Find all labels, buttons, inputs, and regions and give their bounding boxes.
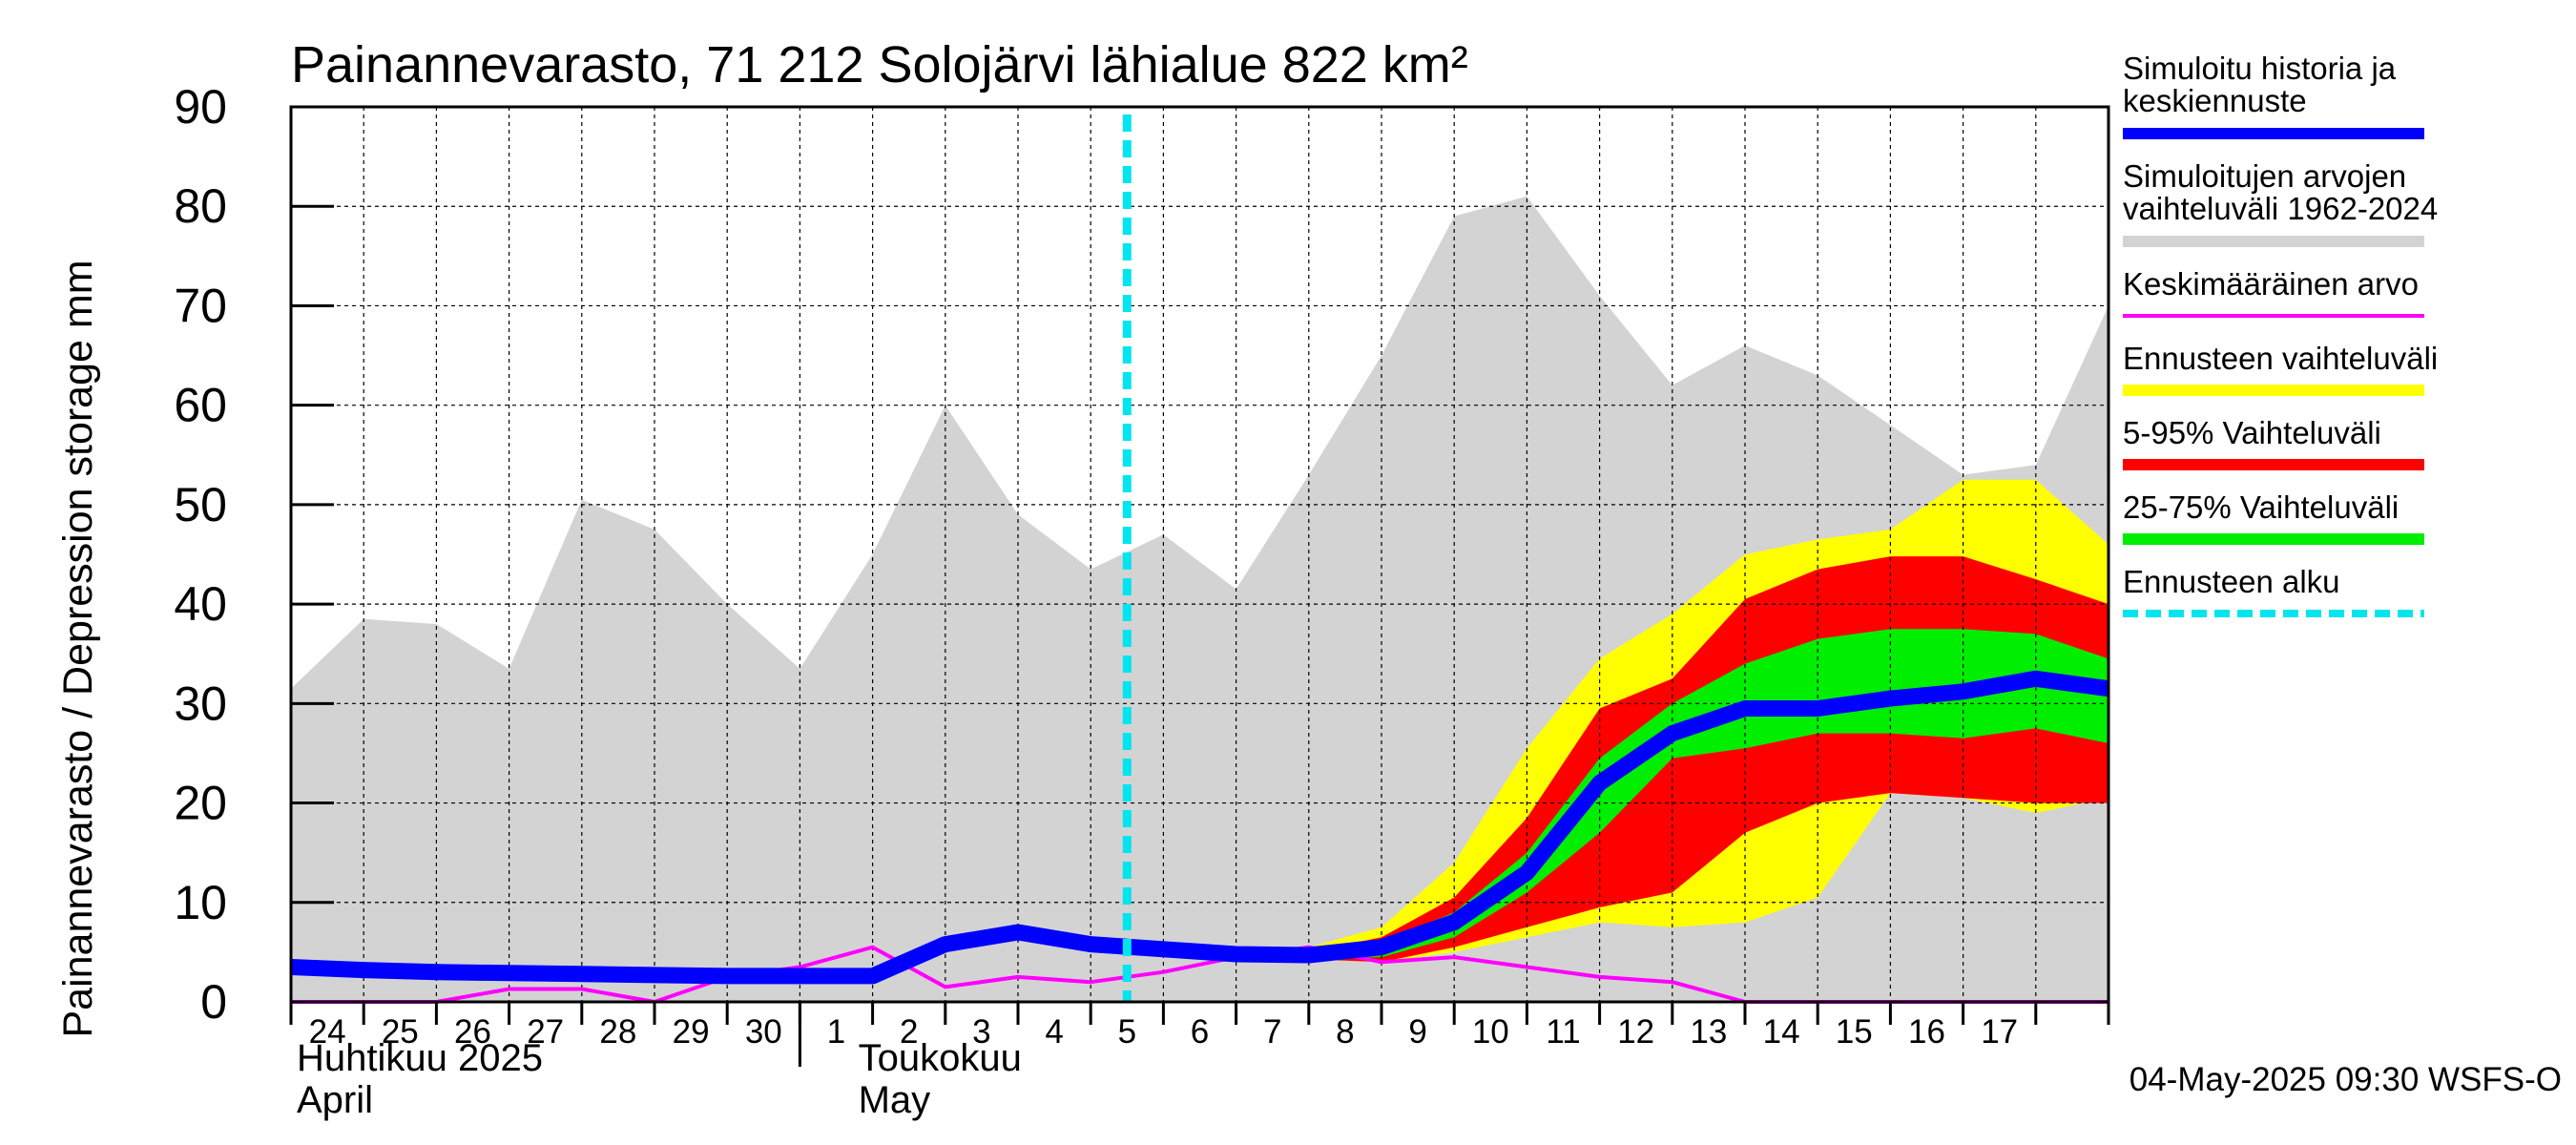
month-label-en: April bbox=[297, 1079, 373, 1121]
x-tick-label: 4 bbox=[1045, 1013, 1063, 1051]
y-axis: 0 10 20 30 40 50 60 70 80 90 bbox=[174, 80, 334, 1029]
y-axis-label: Painannevarasto / Depression storage mm bbox=[55, 260, 101, 1037]
chart-title: Painannevarasto, 71 212 Solojärvi lähial… bbox=[291, 36, 1468, 94]
y-tick-label: 0 bbox=[200, 975, 227, 1029]
x-tick-label: 28 bbox=[599, 1013, 636, 1051]
legend-label: Simuloitu historia ja bbox=[2123, 51, 2397, 86]
legend-label: Keskimääräinen arvo bbox=[2123, 266, 2419, 302]
legend-label: keskiennuste bbox=[2123, 83, 2307, 118]
y-tick-label: 90 bbox=[174, 80, 227, 134]
x-tick-label: 2 bbox=[900, 1013, 918, 1051]
x-tick-label: 10 bbox=[1472, 1013, 1509, 1051]
x-tick-label: 11 bbox=[1546, 1013, 1580, 1051]
x-tick-label: 8 bbox=[1336, 1013, 1354, 1051]
x-tick-label: 27 bbox=[527, 1013, 564, 1051]
plot-area bbox=[289, 105, 2110, 1004]
y-tick-label: 50 bbox=[174, 478, 227, 531]
x-tick-label: 14 bbox=[1763, 1013, 1800, 1051]
x-tick-label: 3 bbox=[972, 1013, 990, 1051]
legend-label: 5-95% Vaihteluväli bbox=[2123, 415, 2381, 450]
month-label-en: May bbox=[859, 1079, 931, 1121]
y-tick-label: 10 bbox=[174, 876, 227, 929]
x-tick-label: 26 bbox=[454, 1013, 491, 1051]
x-tick-label: 29 bbox=[673, 1013, 710, 1051]
y-tick-label: 60 bbox=[174, 379, 227, 432]
x-tick-label: 1 bbox=[827, 1013, 845, 1051]
x-tick-label: 9 bbox=[1408, 1013, 1426, 1051]
x-tick-label: 17 bbox=[1981, 1013, 2018, 1051]
x-tick-label: 7 bbox=[1263, 1013, 1281, 1051]
x-tick-label: 6 bbox=[1191, 1013, 1209, 1051]
x-tick-label: 30 bbox=[745, 1013, 782, 1051]
x-tick-label: 5 bbox=[1118, 1013, 1136, 1051]
y-tick-label: 20 bbox=[174, 777, 227, 830]
legend-label: vaihteluväli 1962-2024 bbox=[2123, 191, 2438, 226]
month-label-fi: Toukokuu bbox=[859, 1037, 1022, 1079]
legend-label: Simuloitujen arvojen bbox=[2123, 158, 2406, 194]
y-tick-label: 80 bbox=[174, 179, 227, 233]
legend-label: Ennusteen alku bbox=[2123, 564, 2340, 599]
plot-frame bbox=[289, 105, 2110, 1004]
legend-label: 25-75% Vaihteluväli bbox=[2123, 489, 2399, 525]
x-axis: 24 25 26 27 28 29 30 1 2 3 4 5 6 7 8 9 10 11 12 13 14 15 16 17 bbox=[289, 1002, 2110, 1051]
x-tick-label: 12 bbox=[1617, 1013, 1654, 1051]
legend-label: Ennusteen vaihteluväli bbox=[2123, 341, 2438, 376]
x-tick-label: 16 bbox=[1908, 1013, 1945, 1051]
y-tick-label: 40 bbox=[174, 577, 227, 631]
footer-timestamp: 04-May-2025 09:30 WSFS-O bbox=[2129, 1061, 2562, 1098]
x-tick-label: 13 bbox=[1690, 1013, 1727, 1051]
month-label-fi: Huhtikuu 2025 bbox=[297, 1037, 543, 1079]
x-tick-label: 25 bbox=[382, 1013, 419, 1051]
x-tick-label: 15 bbox=[1836, 1013, 1873, 1051]
line-simuloitu-historia-ja-keskiennuste bbox=[290, 670, 2110, 985]
x-tick-label: 24 bbox=[309, 1013, 346, 1051]
bands-layer bbox=[291, 196, 2109, 1003]
y-tick-label: 30 bbox=[174, 677, 227, 730]
y-tick-label: 70 bbox=[174, 279, 227, 332]
